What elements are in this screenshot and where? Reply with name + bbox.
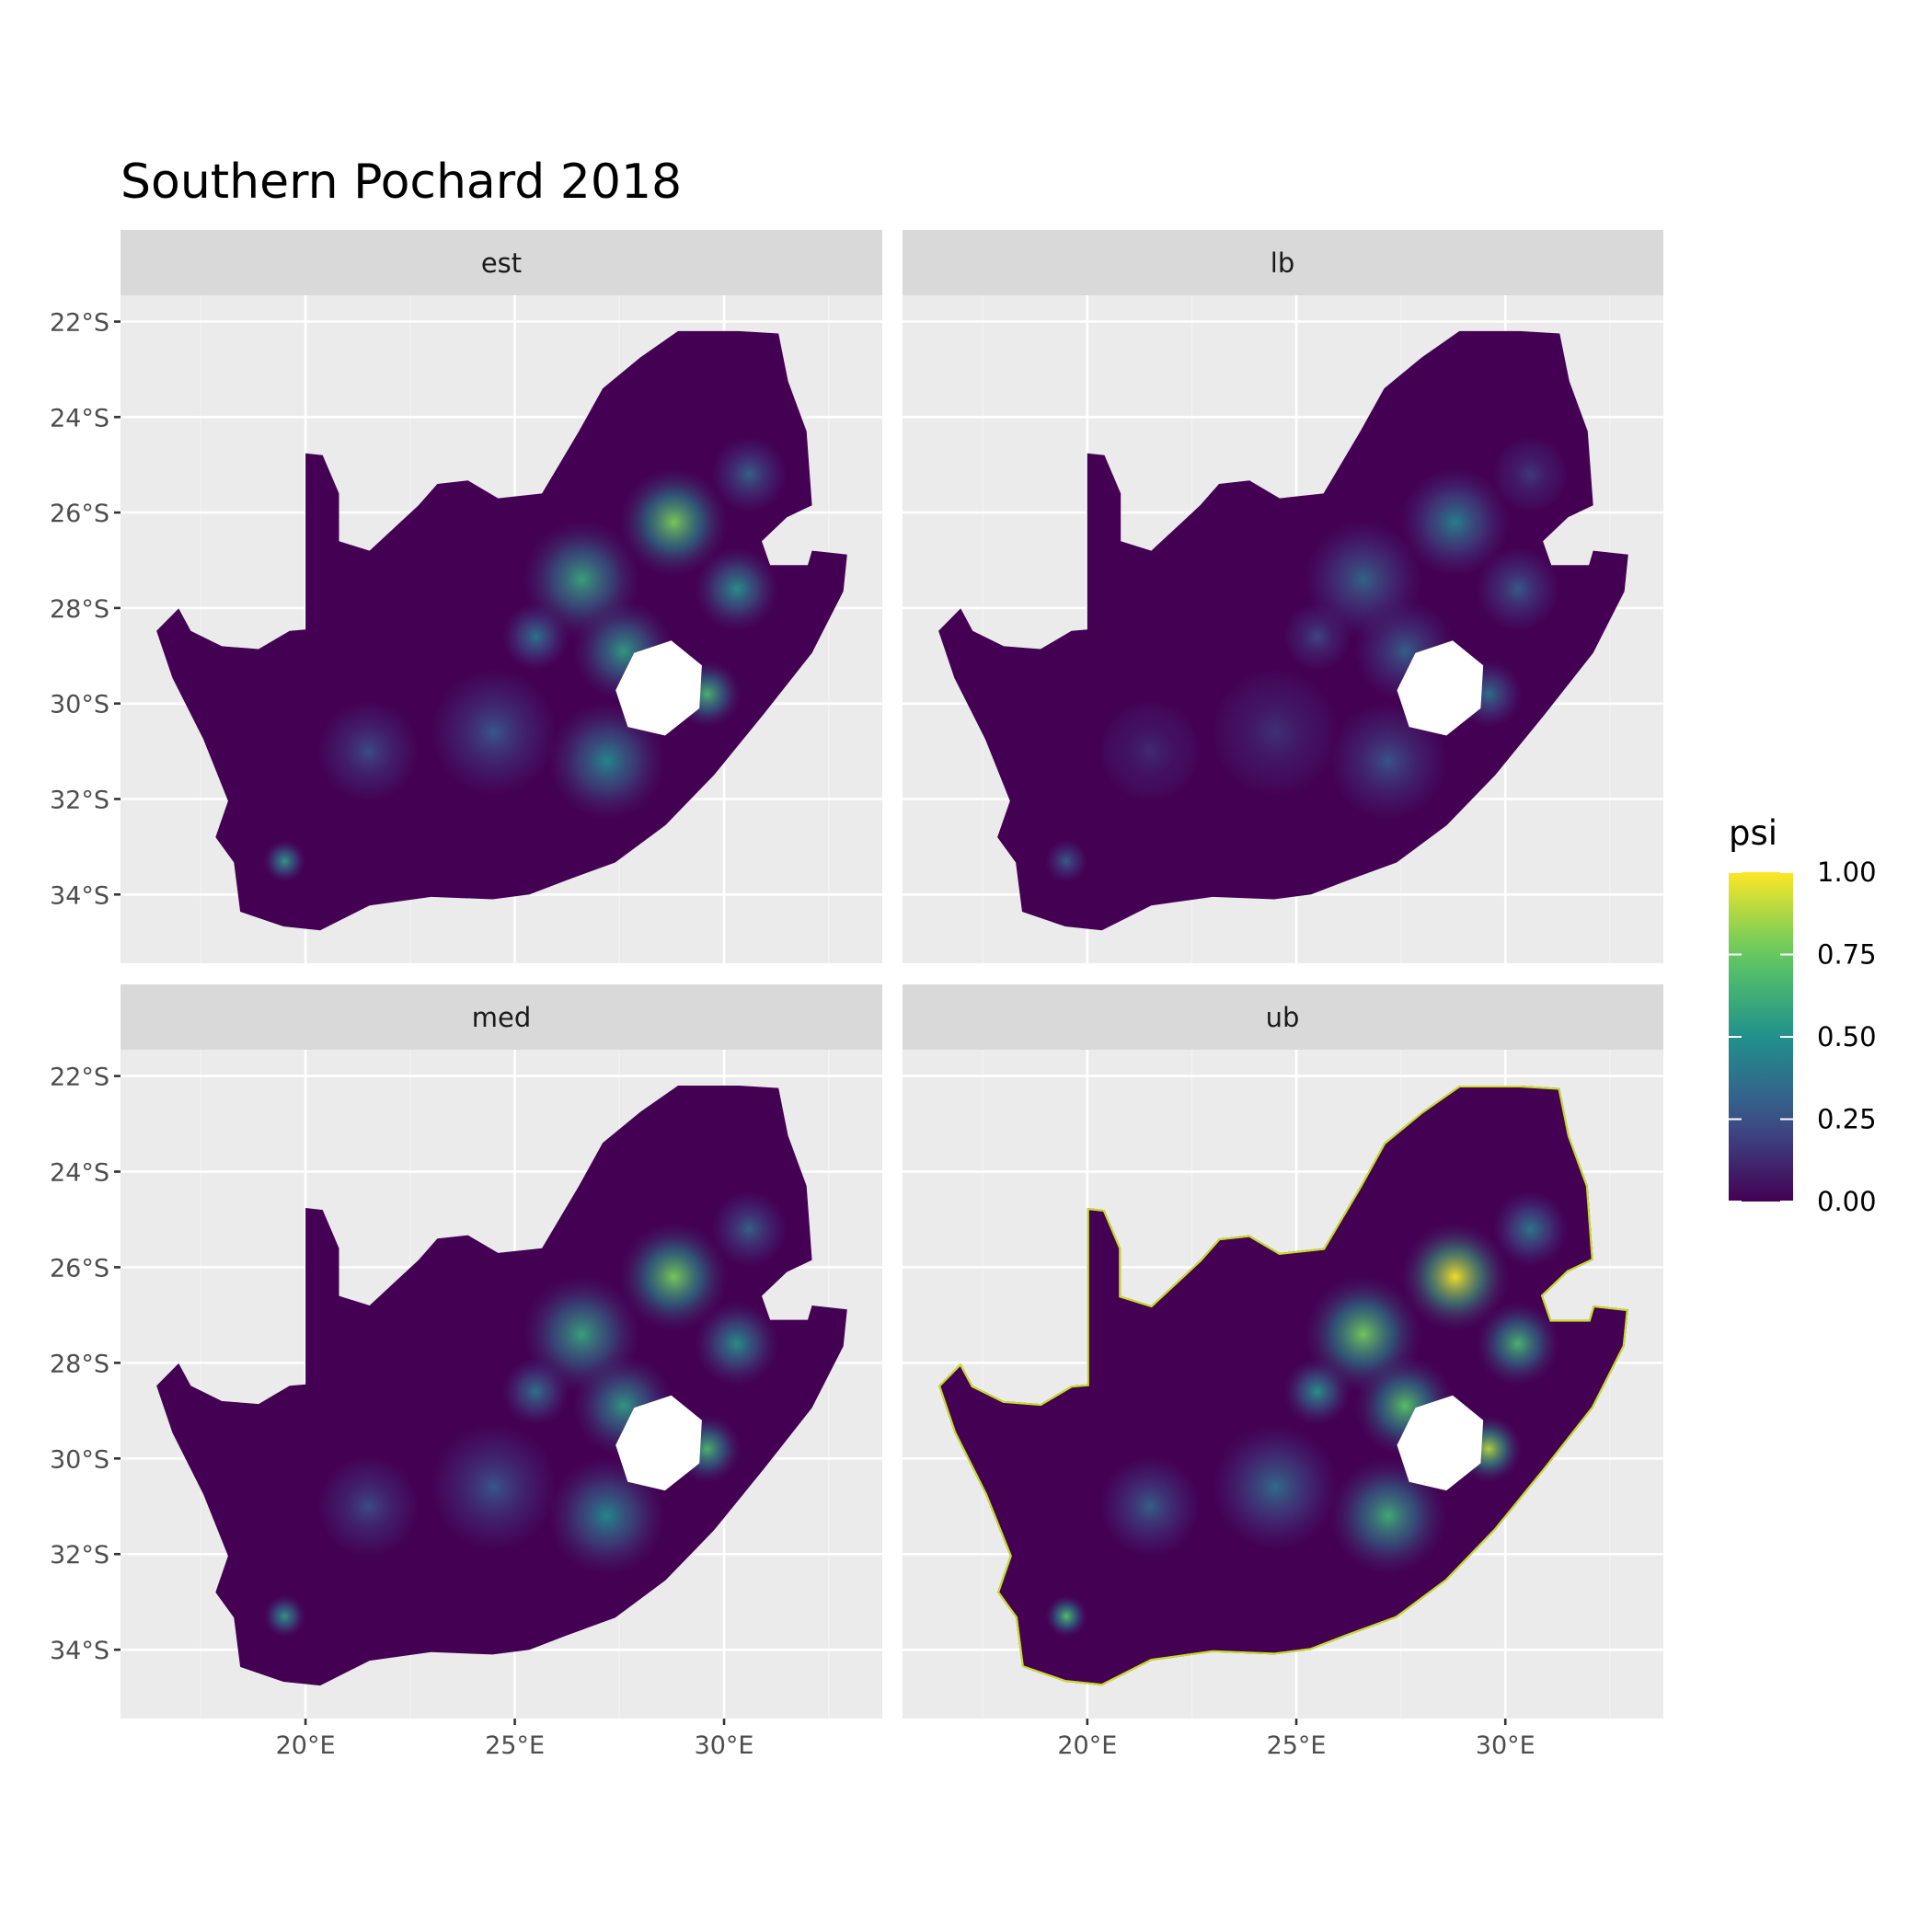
- legend: psi 1.00 0.75 0.50 0.25 0.00: [1729, 813, 1877, 1217]
- lesotho-gap: [615, 640, 702, 736]
- occupancy-hotspots: [263, 436, 788, 882]
- x-tick-label: 25°E: [485, 1731, 545, 1760]
- hotspot: [431, 1424, 558, 1550]
- facet-panel-lb: [903, 230, 1663, 963]
- legend-title: psi: [1729, 813, 1777, 853]
- facet-panel-med: [114, 984, 882, 1725]
- hotspot: [711, 436, 788, 512]
- facet-strip-label-ub: ub: [1266, 1002, 1300, 1033]
- x-tick-label: 20°E: [276, 1731, 336, 1760]
- legend-tick-label: 0.25: [1817, 1104, 1877, 1135]
- x-tick-label: 20°E: [1057, 1731, 1117, 1760]
- hotspot: [1329, 1457, 1447, 1575]
- chart-title: Southern Pochard 2018: [121, 155, 682, 210]
- hotspot: [1476, 1302, 1560, 1386]
- hotspot: [1329, 702, 1447, 820]
- x-tick-label: 30°E: [1476, 1731, 1535, 1760]
- lesotho-gap: [1397, 1395, 1484, 1491]
- x-tick-label: 25°E: [1267, 1731, 1327, 1760]
- x-tick-labels-right: 20°E 25°E 30°E: [1057, 1731, 1535, 1760]
- y-tick-label: 22°S: [50, 1064, 109, 1092]
- hotspot: [1400, 1222, 1510, 1331]
- y-tick-label: 28°S: [50, 595, 109, 624]
- y-tick-label: 32°S: [50, 786, 109, 814]
- facet-strip: [903, 230, 1663, 295]
- y-tick-labels-bottom: 22°S 24°S 26°S 28°S 30°S 32°S 34°S: [50, 1064, 109, 1666]
- hotspot: [619, 1222, 729, 1331]
- legend-tick-label: 0.50: [1817, 1021, 1877, 1052]
- hotspot: [619, 467, 729, 577]
- hotspot: [263, 1595, 306, 1638]
- lesotho-gap: [1397, 640, 1484, 736]
- legend-tick-label: 0.00: [1817, 1186, 1877, 1217]
- facet-strip-label-med: med: [472, 1002, 532, 1033]
- y-tick-label: 26°S: [50, 1254, 109, 1282]
- legend-tick-label: 0.75: [1817, 939, 1877, 971]
- y-tick-labels-top: 22°S 24°S 26°S 28°S 30°S 32°S 34°S: [50, 309, 109, 911]
- hotspot: [1400, 467, 1510, 577]
- hotspot: [1283, 603, 1351, 671]
- facet-panel-ub: [903, 984, 1663, 1725]
- hotspot: [1213, 669, 1339, 795]
- y-tick-label: 22°S: [50, 309, 109, 338]
- hotspot: [263, 840, 306, 882]
- y-tick-label: 26°S: [50, 500, 109, 528]
- hotspot: [547, 702, 666, 820]
- hotspot: [1492, 1190, 1569, 1267]
- hotspot: [695, 546, 779, 631]
- hotspot: [317, 1455, 419, 1557]
- x-tick-label: 30°E: [695, 1731, 754, 1760]
- y-tick-label: 30°S: [50, 1445, 109, 1474]
- y-tick-label: 30°S: [50, 691, 109, 719]
- hotspot: [1099, 1455, 1201, 1557]
- hotspot: [501, 603, 569, 671]
- facet-strip: [121, 230, 882, 295]
- hotspot: [1045, 840, 1087, 882]
- facet-strip: [121, 984, 882, 1050]
- hotspot: [695, 1302, 779, 1386]
- hotspot: [1476, 546, 1560, 631]
- y-tick-label: 34°S: [50, 1637, 109, 1665]
- hotspot: [431, 669, 558, 796]
- y-tick-label: 34°S: [50, 881, 109, 910]
- y-tick-label: 28°S: [50, 1350, 109, 1378]
- facet-strip-label-est: est: [481, 247, 522, 279]
- hotspot: [1213, 1424, 1339, 1550]
- hotspot: [1099, 701, 1201, 802]
- y-tick-label: 32°S: [50, 1541, 109, 1570]
- hotspot: [1045, 1595, 1087, 1638]
- occupancy-hotspots: [263, 1190, 788, 1638]
- hotspot: [1283, 1358, 1351, 1425]
- y-tick-label: 24°S: [50, 404, 109, 432]
- facet-panel-est: [114, 230, 882, 963]
- occupancy-hotspots: [1045, 436, 1569, 882]
- x-tick-labels-left: 20°E 25°E 30°E: [276, 1731, 754, 1760]
- facet-strip: [903, 984, 1663, 1050]
- facet-panels: [114, 230, 1663, 1725]
- hotspot: [1492, 436, 1569, 512]
- hotspot: [711, 1190, 788, 1267]
- lesotho-gap: [615, 1395, 702, 1491]
- hotspot: [317, 700, 419, 802]
- facet-strip-label-lb: lb: [1271, 247, 1294, 279]
- hotspot: [501, 1358, 569, 1425]
- legend-tick-label: 1.00: [1817, 857, 1877, 888]
- y-tick-label: 24°S: [50, 1159, 109, 1188]
- hotspot: [547, 1456, 666, 1575]
